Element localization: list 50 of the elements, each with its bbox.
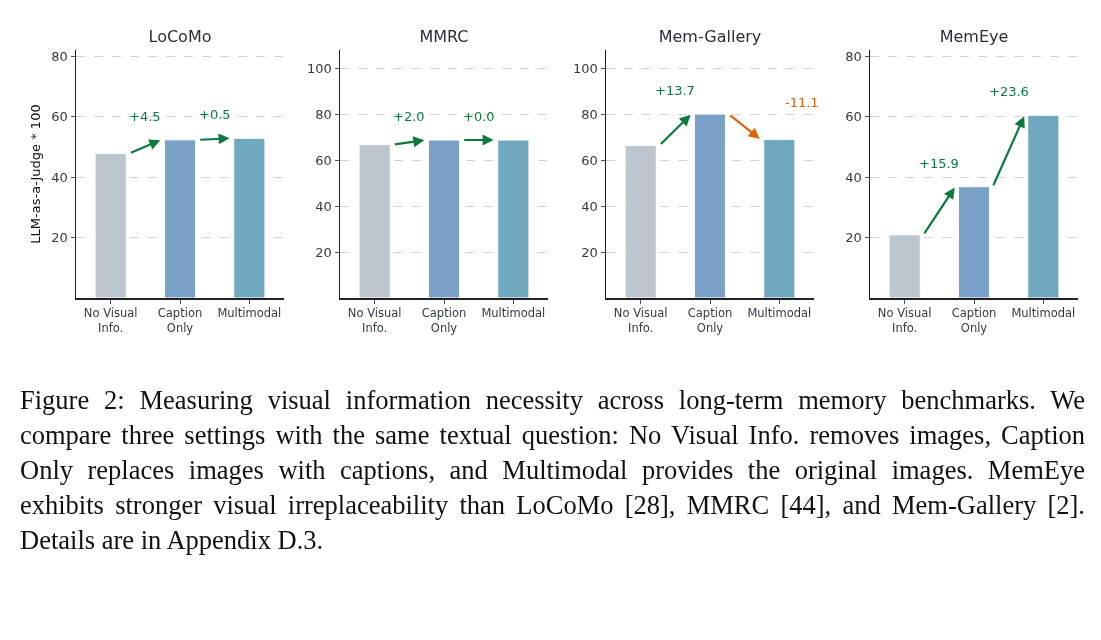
bar [888, 234, 921, 298]
annotation: +13.7 [655, 83, 695, 98]
annotation: +0.5 [199, 107, 231, 122]
bar [94, 152, 127, 298]
chart-title: MMRC [419, 27, 469, 46]
bar [233, 137, 266, 298]
x-tick-label: Caption Only [687, 306, 733, 336]
y-tick-label: 80 [581, 106, 598, 122]
x-tick-label: No Visual Info. [877, 306, 932, 336]
y-tick-label: 60 [845, 109, 862, 125]
caption: Figure 2: Measuring visual information necessity across long-term memory benchmarks. We compare three settings with the same textual question: No Visual Info. removes images, Caption Only replaces images with captions, and Multimodal provides the original images. MemEye exhibits stronger visual irreplaceability than LoCoMo [28], MMRC [44], and Mem-Gallery [2]. Details are in Appendix D.3. [20, 384, 1085, 557]
x-tick-label: Multimodal [1011, 306, 1076, 321]
annotation: +4.5 [129, 109, 161, 124]
bar [1027, 114, 1060, 298]
y-tick-label: 40 [315, 198, 332, 214]
y-tick-label: 40 [845, 169, 862, 185]
annotation: +15.9 [919, 156, 959, 171]
y-tick-label: 40 [51, 169, 68, 185]
chart-title: LoCoMo [148, 27, 212, 46]
annotation: +0.0 [463, 109, 495, 124]
chart-title: MemEye [939, 27, 1009, 46]
bar [957, 186, 991, 298]
y-tick-label: 100 [573, 60, 598, 76]
y-tick-label: 20 [845, 230, 862, 246]
annotation: +2.0 [393, 109, 425, 124]
x-tick-label: No Visual Info. [83, 306, 138, 336]
bar [163, 139, 197, 298]
y-tick-label: 80 [51, 48, 68, 64]
y-tick-label: 60 [315, 152, 332, 168]
y-tick-label: 40 [581, 198, 598, 214]
x-tick-label: No Visual Info. [347, 306, 402, 336]
annotation: +23.6 [989, 84, 1029, 99]
x-tick-label: Caption Only [421, 306, 467, 336]
x-tick-label: Multimodal [217, 306, 282, 321]
annotation: -11.1 [785, 95, 819, 110]
x-tick-label: Caption Only [951, 306, 997, 336]
y-tick-label: 20 [315, 244, 332, 260]
x-tick-label: Caption Only [157, 306, 203, 336]
x-tick-label: Multimodal [481, 306, 546, 321]
y-tick-label: 60 [581, 152, 598, 168]
x-tick-label: No Visual Info. [613, 306, 668, 336]
y-tick-label: 20 [51, 230, 68, 246]
y-tick-label: 100 [307, 60, 332, 76]
y-axis-title: LLM-as-a-Judge * 100 [27, 104, 43, 244]
y-tick-label: 20 [581, 244, 598, 260]
y-tick-label: 80 [845, 48, 862, 64]
y-tick-label: 60 [51, 109, 68, 125]
chart-title: Mem-Gallery [658, 27, 762, 46]
x-tick-label: Multimodal [747, 306, 812, 321]
y-tick-label: 80 [315, 106, 332, 122]
